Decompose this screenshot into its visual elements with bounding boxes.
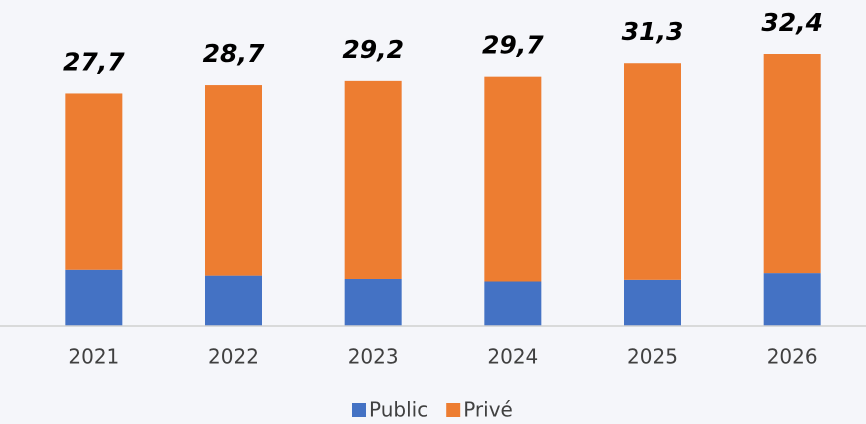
x-tick-label: 2024	[487, 345, 538, 369]
legend-swatch	[352, 403, 366, 417]
total-label: 27,7	[63, 47, 125, 76]
bar-segment	[624, 63, 681, 280]
bar-segment	[624, 279, 681, 326]
x-tick-label: 2026	[767, 345, 818, 369]
x-tick-label: 2022	[208, 345, 259, 369]
bar-segment	[484, 281, 542, 326]
bar-segment	[205, 85, 262, 276]
total-label: 31,3	[622, 17, 684, 46]
bar-segment	[205, 275, 262, 326]
total-label: 28,7	[203, 39, 265, 68]
x-tick-label: 2021	[68, 345, 119, 369]
legend-label: Public	[369, 398, 428, 422]
bar-segment	[65, 269, 123, 326]
total-label: 29,7	[482, 31, 544, 60]
legend-swatch	[446, 403, 461, 417]
bar-segment	[65, 93, 123, 270]
bar-segment	[344, 278, 402, 326]
bar-segment	[763, 273, 821, 326]
legend-label: Privé	[463, 398, 513, 422]
total-label: 29,2	[342, 35, 404, 64]
bar-segment	[484, 76, 542, 282]
x-tick-label: 2025	[627, 345, 678, 369]
bar-segment	[763, 54, 821, 274]
bar-segment	[344, 80, 402, 279]
x-tick-label: 2023	[348, 345, 399, 369]
total-label: 32,4	[761, 8, 823, 37]
